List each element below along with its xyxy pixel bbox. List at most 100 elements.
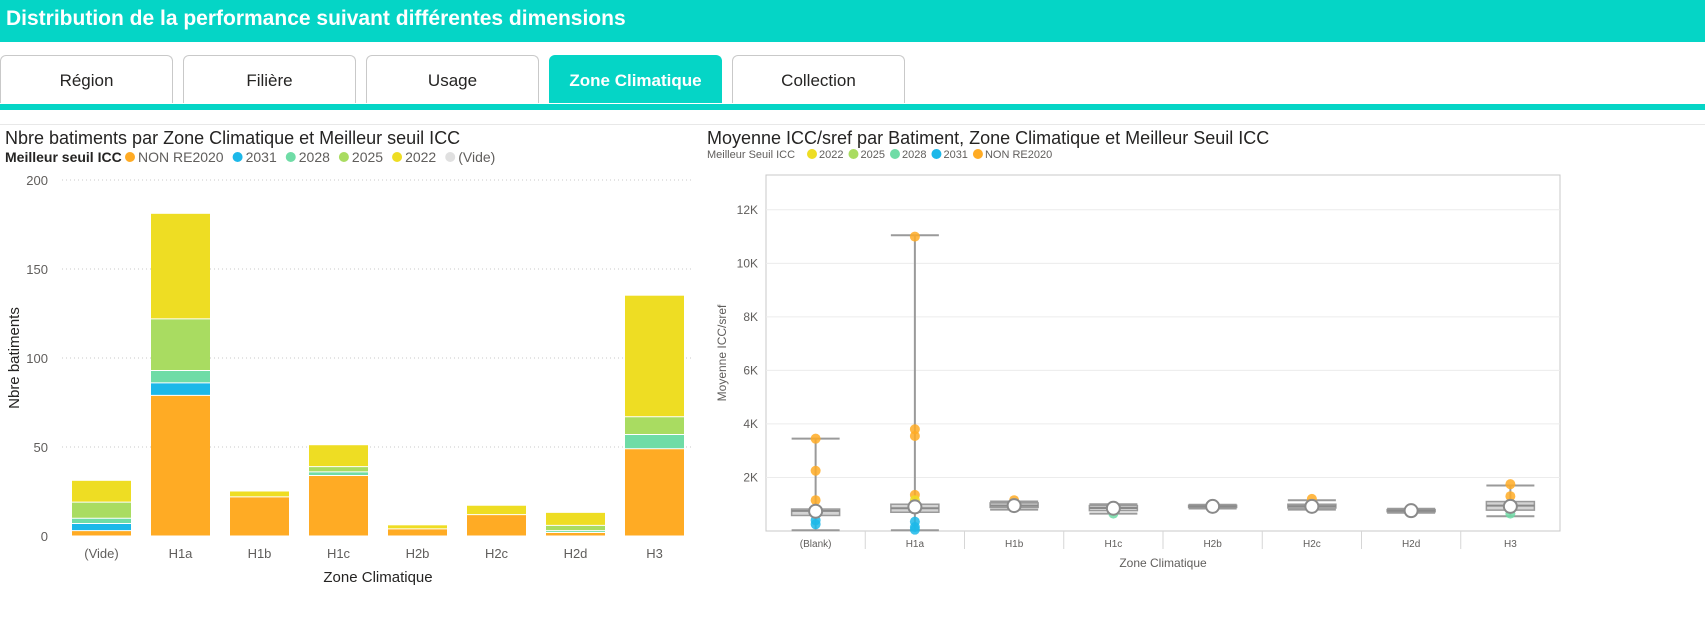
- data-point: [810, 519, 821, 530]
- legend-marker-3: [338, 152, 349, 162]
- data-point: [810, 433, 821, 444]
- x-tick-label: H1b: [1005, 539, 1024, 550]
- legend-marker-4: [392, 152, 403, 162]
- data-point: [1505, 491, 1516, 502]
- box-chart-title: Moyenne ICC/sref par Batiment, Zone Clim…: [707, 128, 1270, 148]
- x-tick-label: H2d: [1402, 539, 1420, 550]
- bar-segment: [151, 382, 210, 396]
- legend-marker-5: [445, 152, 456, 162]
- legend-label-3: 2025: [352, 149, 383, 165]
- bar-segment: [546, 525, 605, 531]
- x-tick-label: H2b: [1203, 539, 1222, 550]
- bar-segment: [625, 295, 684, 417]
- tab-region[interactable]: Région: [0, 55, 173, 103]
- x-tick-label: H1b: [248, 546, 272, 561]
- box-mean-marker: [1502, 498, 1518, 514]
- tab-bar: Région Filière Usage Zone Climatique Col…: [0, 55, 1705, 110]
- y-tick-label: 0: [41, 529, 48, 544]
- bar-segment: [309, 445, 368, 467]
- box-mean-marker: [1304, 498, 1320, 514]
- legend-label-4: NON RE2020: [985, 149, 1052, 161]
- data-point: [810, 495, 821, 506]
- bar-segment: [309, 475, 368, 536]
- x-tick-label: H1c: [1104, 539, 1122, 550]
- bar-segment: [388, 528, 447, 536]
- x-tick-label: H1a: [169, 546, 194, 561]
- bar-segment: [72, 502, 131, 519]
- legend-marker-4: [972, 149, 983, 159]
- x-tick-label: H2d: [564, 546, 588, 561]
- divider: [0, 124, 1705, 125]
- legend-title: Meilleur seuil ICC: [5, 149, 122, 165]
- bar-segment: [546, 532, 605, 536]
- bar-segment: [151, 370, 210, 383]
- header-banner: Distribution de la performance suivant d…: [0, 0, 1705, 42]
- bar-segment: [546, 512, 605, 526]
- x-tick-label: H3: [1504, 539, 1517, 550]
- y-tick-label: 8K: [743, 310, 758, 324]
- tab-usage[interactable]: Usage: [366, 55, 539, 103]
- legend-marker-0: [807, 149, 817, 159]
- x-tick-label: H2c: [1303, 539, 1321, 550]
- tab-filiere[interactable]: Filière: [183, 55, 356, 103]
- bar-segment: [625, 434, 684, 449]
- box-mean-marker: [1006, 498, 1022, 514]
- x-tick-label: (Vide): [84, 546, 118, 561]
- legend-label-3: 2031: [943, 149, 967, 161]
- legend-marker-0: [125, 152, 135, 162]
- legend-label-2: 2028: [299, 149, 330, 165]
- y-tick-label: 4K: [743, 417, 758, 431]
- y-axis-title: Nbre batiments: [6, 307, 23, 409]
- legend-marker-1: [848, 149, 859, 159]
- x-tick-label: H1a: [906, 539, 925, 550]
- tab-zone-climatique[interactable]: Zone Climatique: [549, 55, 722, 103]
- page-title: Distribution de la performance suivant d…: [6, 7, 626, 30]
- bar-segment: [230, 491, 289, 497]
- box-mean-marker: [808, 503, 824, 519]
- box-mean-marker: [1403, 503, 1419, 519]
- data-point: [909, 231, 920, 242]
- bar-segment: [467, 505, 526, 515]
- legend-label-0: NON RE2020: [138, 149, 224, 165]
- legend-marker-1: [232, 152, 243, 162]
- y-tick-label: 150: [26, 262, 48, 277]
- y-tick-label: 50: [34, 440, 48, 455]
- y-axis-title: Moyenne ICC/sref: [715, 304, 729, 401]
- data-point: [1505, 479, 1516, 490]
- legend-label-0: 2022: [819, 149, 843, 161]
- x-tick-label: H3: [646, 546, 663, 561]
- bar-segment: [72, 523, 131, 531]
- y-tick-label: 12K: [737, 203, 758, 217]
- x-tick-label: H2c: [485, 546, 509, 561]
- legend-label-5: (Vide): [458, 149, 495, 165]
- bar-chart-title: Nbre batiments par Zone Climatique et Me…: [5, 128, 461, 148]
- y-tick-label: 100: [26, 351, 48, 366]
- data-point: [909, 430, 920, 441]
- tab-collection[interactable]: Collection: [732, 55, 905, 103]
- y-tick-label: 10K: [737, 256, 758, 270]
- legend-label-1: 2031: [246, 149, 277, 165]
- y-tick-label: 200: [26, 173, 48, 188]
- x-tick-label: H1c: [327, 546, 351, 561]
- bar-segment: [309, 471, 368, 476]
- bar-segment: [230, 496, 289, 536]
- legend-title: Meilleur Seuil ICC: [707, 149, 795, 161]
- bar-segment: [151, 318, 210, 371]
- x-tick-label: H2b: [406, 546, 430, 561]
- bar-segment: [546, 530, 605, 533]
- bar-segment: [151, 395, 210, 536]
- box-mean-marker: [907, 499, 923, 515]
- bar-segment: [625, 416, 684, 435]
- box-mean-marker: [1105, 500, 1121, 516]
- box-plot-chart: Meilleur Seuil ICC 2022 2025 2028 2031 NON RE…: [707, 149, 1561, 570]
- bar-segment: [72, 480, 131, 503]
- legend-label-4: 2022: [405, 149, 436, 165]
- box-mean-marker: [1205, 498, 1221, 514]
- y-tick-label: 2K: [743, 470, 758, 484]
- legend-marker-2: [889, 149, 900, 159]
- x-axis-title: Zone Climatique: [323, 569, 432, 586]
- bar-segment: [388, 525, 447, 529]
- x-axis-title: Zone Climatique: [1119, 556, 1207, 570]
- legend-marker-3: [931, 149, 942, 159]
- bar-segment: [625, 448, 684, 536]
